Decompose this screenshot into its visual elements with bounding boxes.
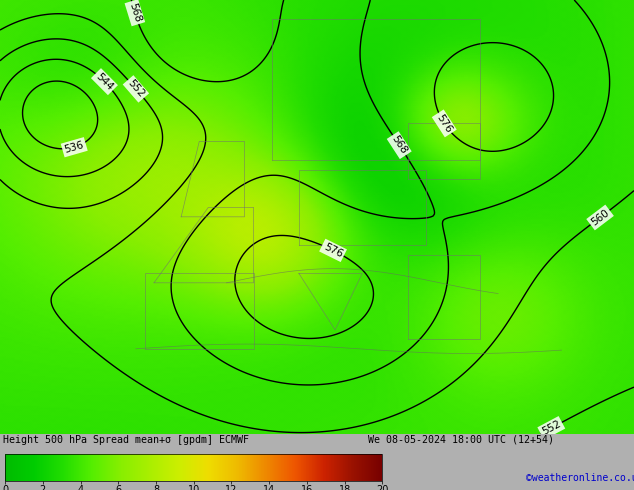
Text: 568: 568 [127,2,143,24]
Text: 576: 576 [322,242,344,259]
Text: Height 500 hPa Spread mean+σ [gpdm] ECMWF: Height 500 hPa Spread mean+σ [gpdm] ECMW… [3,435,249,445]
Text: We 08-05-2024 18:00 UTC (12+54): We 08-05-2024 18:00 UTC (12+54) [368,435,553,445]
Text: 552: 552 [126,78,146,99]
Text: 544: 544 [94,71,115,92]
Text: 576: 576 [435,112,454,134]
Text: 552: 552 [540,419,562,437]
Text: 560: 560 [589,208,611,227]
Text: ©weatheronline.co.uk: ©weatheronline.co.uk [526,472,634,483]
Text: 536: 536 [63,140,85,155]
Text: 568: 568 [390,134,409,156]
